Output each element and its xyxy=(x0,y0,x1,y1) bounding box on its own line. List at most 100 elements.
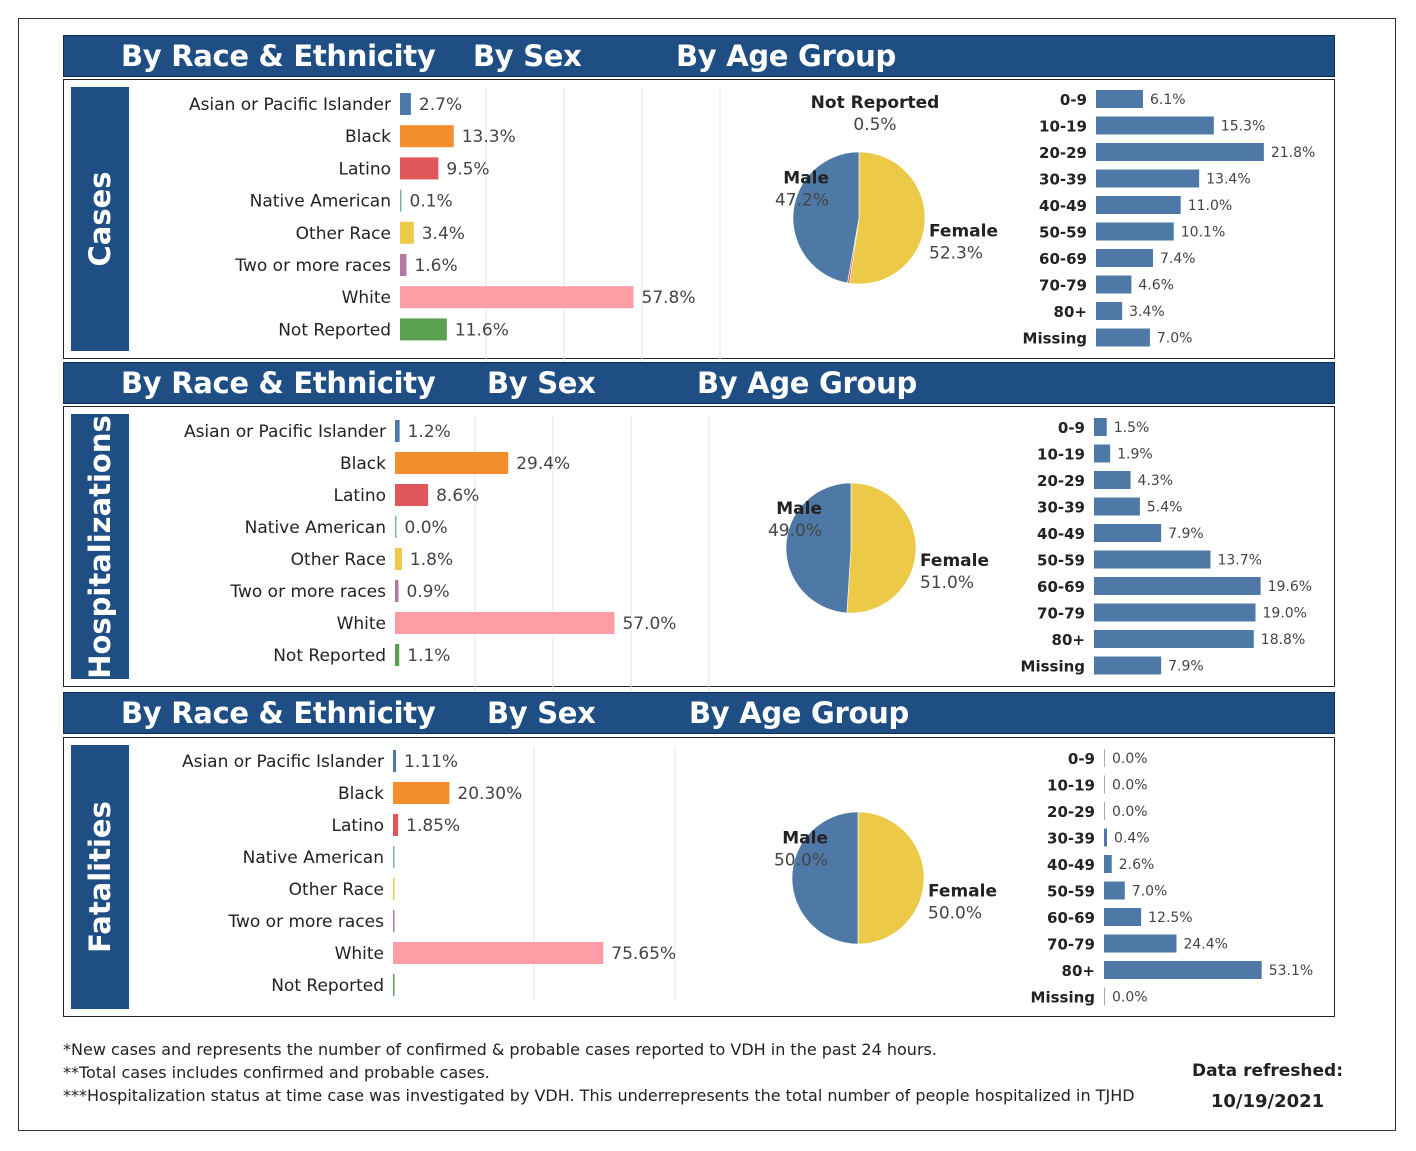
age-category-label: 50-59 xyxy=(1037,552,1085,570)
race-value-label: 11.6% xyxy=(455,320,509,340)
race-category-label: Two or more races xyxy=(227,912,384,932)
pie-label-value: 50.0% xyxy=(928,903,982,923)
race-value-label: 1.2% xyxy=(408,422,451,442)
age-category-label: 40-49 xyxy=(1047,856,1095,874)
refresh-date: 10/19/2021 xyxy=(1210,1091,1325,1112)
age-bar xyxy=(1096,328,1150,347)
age-category-label: 20-29 xyxy=(1039,144,1087,162)
age-category-label: 80+ xyxy=(1062,962,1095,980)
race-value-label: 3.4% xyxy=(422,224,465,244)
race-category-label: Not Reported xyxy=(273,646,386,666)
race-category-label: Native American xyxy=(243,848,384,868)
race-bar xyxy=(395,452,509,474)
age-category-label: 0-9 xyxy=(1068,750,1095,768)
age-bar xyxy=(1104,775,1105,794)
age-value-label: 0.0% xyxy=(1112,778,1148,794)
race-value-label: 29.4% xyxy=(516,454,570,474)
race-category-label: Latino xyxy=(332,816,384,836)
age-bar xyxy=(1104,855,1112,873)
cases-side-label: Cases xyxy=(71,87,129,351)
age-category-label: 20-29 xyxy=(1037,472,1085,490)
race-value-label: 1.85% xyxy=(406,816,460,836)
age-category-label: 70-79 xyxy=(1037,605,1085,623)
pie-label-name: Female xyxy=(928,881,997,901)
age-value-label: 24.4% xyxy=(1183,937,1227,953)
race-category-label: Two or more races xyxy=(234,256,391,276)
age-value-label: 2.6% xyxy=(1119,857,1155,873)
race-category-label: Asian or Pacific Islander xyxy=(184,422,386,442)
age-category-label: Missing xyxy=(1023,330,1087,348)
fatalities-age-chart: 0-9 0.0% 10-19 0.0% 20-29 0.0% 30-39 0.4% 40-49 2… xyxy=(1031,749,1313,1007)
age-bar xyxy=(1096,196,1181,214)
age-bar xyxy=(1104,961,1262,979)
race-category-label: White xyxy=(337,614,386,634)
age-value-label: 0.4% xyxy=(1114,831,1150,847)
race-category-label: White xyxy=(342,288,391,308)
race-bar xyxy=(393,846,395,868)
race-value-label: 57.0% xyxy=(622,614,676,634)
age-category-label: Missing xyxy=(1021,658,1085,676)
race-value-label: 20.30% xyxy=(457,784,522,804)
fatalities-header-bar: By Race & Ethnicity By Sex By Age Group xyxy=(63,692,1335,734)
race-value-label: 0.1% xyxy=(410,192,453,212)
age-category-label: 50-59 xyxy=(1047,883,1095,901)
age-bar xyxy=(1094,577,1261,595)
pie-label-value: 50.0% xyxy=(774,851,828,871)
section-title: Cases xyxy=(83,171,117,267)
age-bar xyxy=(1096,169,1200,188)
age-header: By Age Group xyxy=(676,39,896,73)
pie-slice-male xyxy=(791,811,859,945)
age-category-label: 40-49 xyxy=(1039,197,1087,215)
race-bar xyxy=(400,221,414,244)
age-category-label: 30-39 xyxy=(1047,830,1095,848)
age-header: By Age Group xyxy=(689,696,909,730)
hospitalizations-side-label: Hospitalizations xyxy=(71,414,129,679)
age-value-label: 12.5% xyxy=(1148,910,1192,926)
race-category-label: Latino xyxy=(334,486,386,506)
race-category-label: Black xyxy=(340,454,386,474)
race-bar xyxy=(393,782,450,804)
race-category-label: Native American xyxy=(245,518,386,538)
footnote-3: ***Hospitalization status at time case w… xyxy=(63,1086,1135,1105)
race-bar xyxy=(395,612,615,634)
race-bar xyxy=(395,516,397,538)
footnote-2: **Total cases includes confirmed and pro… xyxy=(63,1063,490,1082)
hospitalizations-header-bar: By Race & Ethnicity By Sex By Age Group xyxy=(63,362,1335,404)
age-category-label: 60-69 xyxy=(1037,578,1085,596)
age-category-label: 70-79 xyxy=(1047,936,1095,954)
race-bar xyxy=(395,484,429,506)
age-category-label: Missing xyxy=(1031,989,1095,1007)
race-bar xyxy=(395,644,400,666)
cases-panel: Cases Asian or Pacific Islander 2.7% Black… xyxy=(63,79,1335,378)
age-value-label: 3.4% xyxy=(1129,304,1165,320)
age-value-label: 18.8% xyxy=(1261,632,1305,648)
sex-header: By Sex xyxy=(487,366,596,400)
race-header: By Race & Ethnicity xyxy=(121,39,436,73)
race-bar xyxy=(393,910,395,932)
age-bar xyxy=(1096,275,1132,294)
hospitalizations-age-chart: 0-9 1.5% 10-19 1.9% 20-29 4.3% 30-39 5.4% 40-49 7… xyxy=(1021,418,1312,676)
race-value-label: 1.6% xyxy=(414,256,457,276)
pie-label-value: 52.3% xyxy=(929,243,983,263)
age-category-label: 10-19 xyxy=(1039,118,1087,136)
cases-header-bar: By Race & Ethnicity By Sex By Age Group xyxy=(63,35,1335,77)
pie-slice-female xyxy=(846,482,917,614)
race-header: By Race & Ethnicity xyxy=(121,696,436,730)
age-category-label: 0-9 xyxy=(1060,91,1087,109)
age-value-label: 19.0% xyxy=(1263,606,1307,622)
age-bar xyxy=(1094,550,1211,569)
hospitalizations-race-chart: Asian or Pacific Islander 1.2% Black 29.4% L… xyxy=(184,415,710,710)
age-bar xyxy=(1094,630,1254,648)
age-value-label: 1.9% xyxy=(1117,447,1153,463)
age-value-label: 4.3% xyxy=(1138,473,1174,489)
race-category-label: Other Race xyxy=(291,550,386,570)
age-bar xyxy=(1096,302,1123,320)
age-category-label: 80+ xyxy=(1054,303,1087,321)
race-category-label: Black xyxy=(338,784,384,804)
age-bar xyxy=(1094,656,1162,675)
race-value-label: 75.65% xyxy=(611,944,676,964)
fatalities-race-chart: Asian or Pacific Islander 1.11% Black 20.30… xyxy=(182,746,676,1001)
race-bar xyxy=(393,814,399,836)
race-value-label: 1.11% xyxy=(404,752,458,772)
